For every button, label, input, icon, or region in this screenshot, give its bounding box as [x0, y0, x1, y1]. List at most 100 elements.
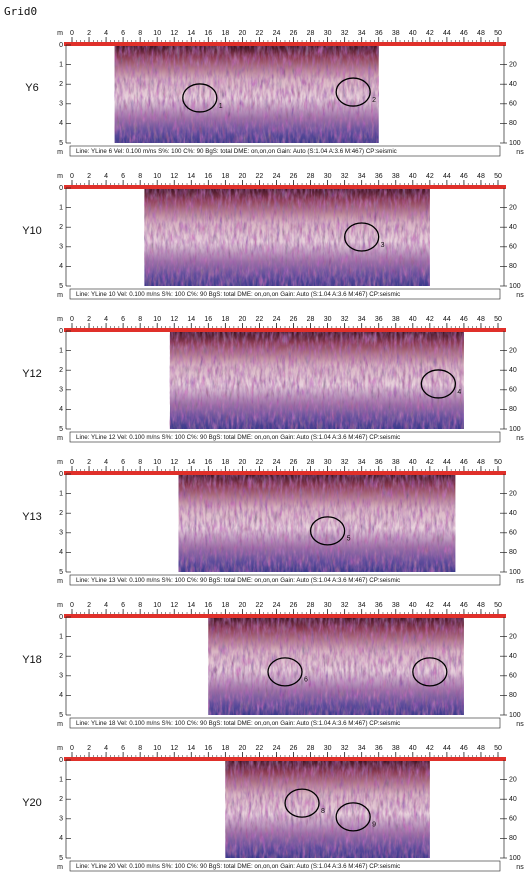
x-tick-label: 22	[256, 316, 264, 323]
depth-tick-label: 1	[59, 61, 63, 68]
surface-bar	[64, 614, 506, 618]
time-tick-label: 60	[509, 673, 517, 680]
x-tick-label: 18	[221, 316, 229, 323]
x-tick-label: 0	[70, 745, 74, 752]
x-tick-label: 14	[187, 602, 195, 609]
x-tick-label: 38	[392, 745, 400, 752]
x-tick-label: 0	[70, 30, 74, 37]
time-tick-label: 40	[509, 510, 517, 517]
x-tick-label: 8	[138, 602, 142, 609]
time-tick-label: 40	[509, 224, 517, 231]
depth-tick-label: 1	[59, 347, 63, 354]
depth-tick-label: 1	[59, 490, 63, 497]
anomaly-ellipse	[344, 222, 380, 252]
anomaly-ellipse	[335, 802, 371, 832]
x-tick-label: 12	[170, 602, 178, 609]
depth-tick-label: 0	[59, 471, 63, 478]
x-tick-label: 16	[204, 459, 212, 466]
x-tick-label: 4	[104, 745, 108, 752]
depth-tick-label: 4	[59, 549, 63, 556]
x-tick-label: 26	[290, 316, 298, 323]
time-tick-label: 100	[509, 855, 521, 862]
x-tick-label: 22	[256, 745, 264, 752]
x-tick-label: 32	[341, 745, 349, 752]
radargram-texture	[144, 188, 430, 286]
x-tick-label: 2	[87, 30, 91, 37]
depth-tick-label: 2	[59, 81, 63, 88]
x-tick-label: 50	[494, 316, 502, 323]
x-tick-label: 24	[273, 173, 281, 180]
surface-bar	[64, 185, 506, 189]
x-tick-label: 28	[307, 173, 315, 180]
time-tick-label: 60	[509, 530, 517, 537]
x-tick-label: 12	[170, 459, 178, 466]
time-tick-label: 100	[509, 140, 521, 147]
x-tick-label: 12	[170, 30, 178, 37]
x-unit: m	[57, 173, 63, 180]
x-tick-label: 22	[256, 602, 264, 609]
x-tick-label: 16	[204, 30, 212, 37]
x-tick-label: 40	[409, 459, 417, 466]
time-unit: ns	[516, 721, 524, 728]
x-tick-label: 42	[426, 745, 434, 752]
x-tick-label: 36	[375, 745, 383, 752]
x-tick-label: 46	[460, 745, 468, 752]
x-tick-label: 32	[341, 30, 349, 37]
info-box	[69, 431, 501, 443]
x-tick-label: 26	[290, 459, 298, 466]
x-tick-label: 32	[341, 316, 349, 323]
x-tick-label: 20	[239, 173, 247, 180]
time-tick-label: 80	[509, 549, 517, 556]
x-tick-label: 20	[239, 602, 247, 609]
x-tick-label: 44	[443, 459, 451, 466]
anomaly-label: 3	[381, 242, 385, 249]
anomaly-ellipse	[420, 369, 457, 399]
depth-tick-label: 0	[59, 185, 63, 192]
x-tick-label: 2	[87, 745, 91, 752]
x-tick-label: 34	[358, 30, 366, 37]
info-box	[69, 145, 501, 157]
depth-tick-label: 3	[59, 816, 63, 823]
x-tick-label: 40	[409, 745, 417, 752]
time-tick-label: 40	[509, 367, 517, 374]
time-tick-label: 80	[509, 263, 517, 270]
x-tick-label: 8	[138, 459, 142, 466]
x-unit: m	[57, 316, 63, 323]
time-tick-label: 100	[509, 426, 521, 433]
time-tick-label: 20	[509, 776, 517, 783]
depth-tick-label: 0	[59, 757, 63, 764]
depth-tick-label: 3	[59, 673, 63, 680]
panel-label: Y12	[22, 368, 42, 380]
depth-tick-label: 4	[59, 835, 63, 842]
time-unit: ns	[516, 149, 524, 156]
panel-label: Y20	[22, 797, 42, 809]
anomaly-ellipse	[309, 516, 346, 546]
x-tick-label: 6	[121, 602, 125, 609]
x-unit: m	[57, 459, 63, 466]
time-tick-label: 20	[509, 490, 517, 497]
panel: m 0 2 4 6 8 10 12 14 16 18 20 22 24 26 28 30 32 34 36 38 40 42…	[22, 602, 524, 729]
x-tick-label: 18	[221, 602, 229, 609]
anomaly-label: 9	[372, 822, 376, 829]
x-tick-label: 36	[375, 459, 383, 466]
x-tick-label: 14	[187, 30, 195, 37]
depth-tick-label: 2	[59, 510, 63, 517]
x-tick-label: 4	[104, 30, 108, 37]
x-tick-label: 20	[239, 316, 247, 323]
x-tick-label: 26	[290, 602, 298, 609]
x-tick-label: 48	[477, 316, 485, 323]
x-tick-label: 6	[121, 30, 125, 37]
x-tick-label: 30	[324, 602, 332, 609]
x-tick-label: 38	[392, 30, 400, 37]
x-tick-label: 12	[170, 745, 178, 752]
x-tick-label: 8	[138, 173, 142, 180]
x-tick-label: 14	[187, 459, 195, 466]
x-tick-label: 46	[460, 459, 468, 466]
x-tick-label: 40	[409, 602, 417, 609]
x-tick-label: 30	[324, 316, 332, 323]
panel-label: Y6	[25, 82, 38, 94]
time-tick-label: 100	[509, 283, 521, 290]
x-tick-label: 12	[170, 316, 178, 323]
time-tick-label: 60	[509, 387, 517, 394]
x-tick-label: 18	[221, 30, 229, 37]
